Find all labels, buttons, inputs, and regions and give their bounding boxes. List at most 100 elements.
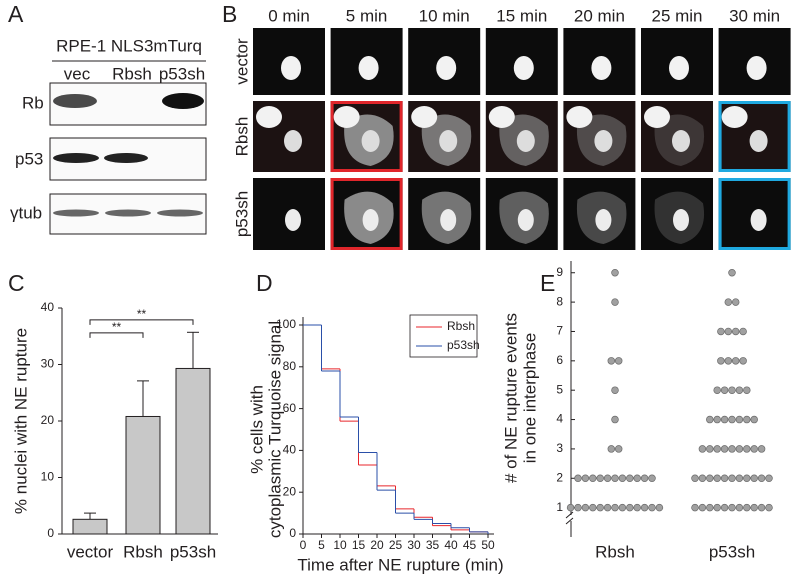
nucleus (672, 130, 690, 152)
x-tick-label: 50 (481, 538, 495, 552)
nucleus (516, 130, 535, 152)
dot (581, 503, 590, 512)
dot (735, 386, 744, 394)
dot (739, 327, 747, 336)
dot (757, 445, 766, 453)
significance: ** (112, 320, 122, 334)
x-tick-label: 30 (407, 538, 421, 552)
dot (720, 386, 729, 394)
dot (765, 503, 773, 512)
blot-images (49, 82, 207, 235)
y-tick-label: 2 (556, 470, 563, 484)
dot (757, 474, 766, 483)
dot (735, 503, 744, 512)
x-tick-label: 45 (463, 538, 477, 552)
dot (633, 503, 641, 512)
dot (691, 503, 699, 512)
dot (757, 503, 766, 512)
dot (640, 474, 649, 483)
y-tick-label: 9 (556, 265, 563, 279)
x-tick-label: 35 (426, 538, 440, 552)
y-tick-label: 0 (47, 526, 54, 540)
axis-break (565, 517, 574, 525)
x-tick-label: 15 (352, 538, 366, 552)
time-label: 30 min (729, 6, 780, 25)
nucleus (591, 56, 612, 80)
legend-label: p53sh (447, 338, 480, 352)
dot (566, 503, 575, 512)
nucleus (488, 106, 515, 128)
dot (574, 474, 582, 483)
y-tick-label: 4 (556, 412, 563, 426)
dot (698, 445, 707, 453)
nucleus (721, 106, 748, 128)
dot (607, 445, 616, 453)
dot (611, 503, 619, 512)
dot (691, 474, 699, 483)
nucleus (361, 130, 380, 152)
dot (596, 474, 604, 483)
nucleus (439, 130, 458, 152)
nucleus (566, 106, 593, 128)
panel-letter: E (540, 270, 555, 296)
row-label: Rbsh (232, 117, 251, 157)
y-tick-label: 10 (41, 470, 55, 484)
dot (618, 474, 627, 483)
nucleus (750, 209, 767, 231)
dot (603, 503, 612, 512)
x-tick-label: 0 (300, 538, 307, 552)
dot (724, 357, 733, 365)
nucleus (644, 106, 670, 128)
dot (728, 386, 736, 394)
time-label: 5 min (346, 6, 388, 25)
lane-label: p53sh (159, 64, 205, 83)
lane-label: Rbsh (112, 64, 152, 83)
dot (739, 357, 747, 365)
dot (720, 415, 729, 424)
time-label: 20 min (574, 6, 625, 25)
dot (589, 474, 597, 483)
significance: ** (137, 307, 147, 321)
time-label: 0 min (268, 6, 310, 25)
x-tick-label: p53sh (709, 542, 755, 561)
dot (717, 357, 725, 365)
y-tick-label: 3 (556, 441, 563, 455)
y-tick-label: 20 (283, 484, 297, 498)
panel-letter: D (256, 270, 273, 296)
dot (603, 474, 612, 483)
significance-bracket (89, 332, 144, 338)
highlight (718, 101, 791, 172)
nucleus (358, 56, 379, 80)
y-tick-label: 7 (556, 324, 563, 338)
dot (706, 503, 714, 512)
row-label: Rb (22, 93, 44, 112)
nucleus (749, 130, 768, 152)
dot (750, 474, 758, 483)
y-tick-label: 30 (41, 357, 55, 371)
dot (713, 415, 721, 424)
y-axis-label: in one interphase (520, 333, 539, 463)
y-tick-label: 0 (289, 526, 296, 540)
dot (574, 503, 582, 512)
row-label: p53 (15, 149, 43, 168)
x-tick-label: Rbsh (595, 542, 635, 561)
nucleus (285, 209, 301, 231)
dot (750, 503, 758, 512)
dot (728, 268, 736, 277)
dot (735, 445, 744, 453)
nucleus (669, 56, 689, 80)
dot (743, 474, 751, 483)
dot (713, 445, 721, 453)
nucleus (333, 106, 360, 128)
y-tick-label: 80 (283, 359, 297, 373)
dot (626, 503, 634, 512)
nucleus (284, 130, 302, 152)
dot (581, 474, 590, 483)
dot (648, 503, 656, 512)
dot (731, 327, 740, 336)
dot (750, 415, 758, 424)
dot (728, 445, 736, 453)
dot (607, 357, 616, 365)
y-axis-label: % cells with (247, 385, 266, 474)
